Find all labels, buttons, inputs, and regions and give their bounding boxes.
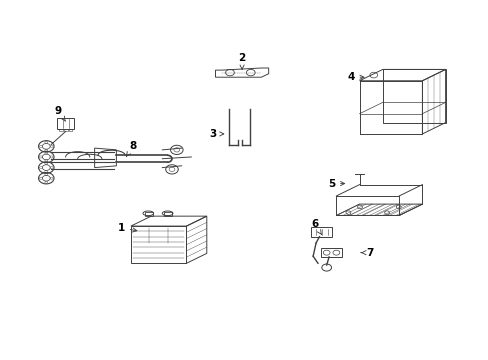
Text: 2: 2	[238, 53, 245, 69]
Text: 3: 3	[209, 129, 224, 139]
Text: 7: 7	[360, 248, 373, 258]
Text: 4: 4	[346, 72, 363, 82]
Text: 6: 6	[310, 219, 321, 234]
Text: 1: 1	[117, 223, 137, 233]
Text: 5: 5	[327, 179, 344, 189]
Text: 8: 8	[126, 141, 137, 157]
Text: 9: 9	[55, 106, 65, 121]
